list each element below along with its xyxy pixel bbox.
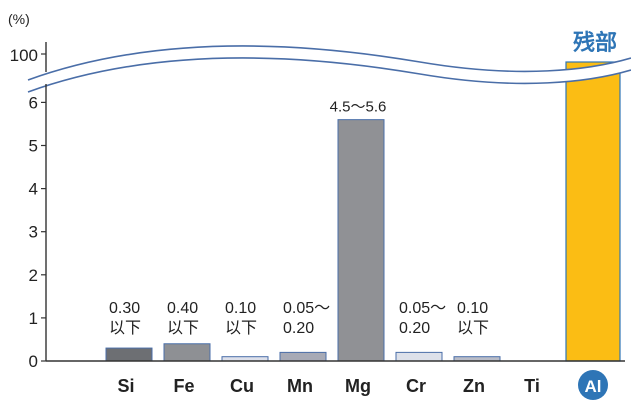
y-axis-ticks: 0 1 2 3 4 5 6 xyxy=(29,53,46,371)
value-label: 4.5～5.6 xyxy=(330,99,387,116)
value-label: 0.10 xyxy=(457,300,488,317)
x-tick-label: Fe xyxy=(173,376,194,396)
value-label: 以下 xyxy=(225,320,257,337)
y-tick-label: 3 xyxy=(29,223,38,242)
bar-mg xyxy=(337,119,385,362)
axis-break-line xyxy=(27,45,631,81)
y-tick-label: 6 xyxy=(29,93,38,112)
y-tick-label: 4 xyxy=(29,180,38,199)
y-tick-label: 5 xyxy=(29,137,38,156)
y-tick-label: 0 xyxy=(29,352,38,371)
x-tick-label: Ti xyxy=(524,376,540,396)
value-label: 0.20 xyxy=(283,320,314,337)
value-label: 0.10 xyxy=(225,300,256,317)
bar-fe xyxy=(163,343,211,362)
value-labels: 0.30 以下 0.40 以下 0.10 以下 0.05～ 0.20 4.5～5.6 0.05～ 0… xyxy=(109,30,617,337)
al-badge xyxy=(578,370,608,400)
x-tick-label: Mg xyxy=(345,376,371,396)
x-tick-label: Mn xyxy=(287,376,313,396)
bar-mn xyxy=(279,351,327,362)
value-label: 以下 xyxy=(109,320,141,337)
y-tick-label: 2 xyxy=(29,266,38,285)
unit-label: (%) xyxy=(8,11,30,27)
value-label: 以下 xyxy=(457,320,489,337)
value-label: 残部 xyxy=(573,30,617,55)
x-tick-label: Al xyxy=(585,377,602,396)
x-tick-label: Si xyxy=(117,376,134,396)
x-tick-label: Zn xyxy=(463,376,485,396)
bar-al xyxy=(565,61,621,362)
value-label: 0.20 xyxy=(399,320,430,337)
axis-break xyxy=(27,45,631,93)
axes xyxy=(45,42,625,362)
bar-si xyxy=(105,347,153,362)
value-label: 0.05～ xyxy=(399,300,446,317)
y-break-label: 100 xyxy=(10,46,38,65)
value-label: 0.30 xyxy=(109,300,140,317)
x-axis-labels: Si Fe Cu Mn Mg Cr Zn Ti Al xyxy=(117,370,608,400)
value-label: 0.40 xyxy=(167,300,198,317)
x-tick-label: Cu xyxy=(230,376,254,396)
axis-break-line xyxy=(27,57,631,93)
x-tick-label: Cr xyxy=(406,376,426,396)
value-label: 0.05～ xyxy=(283,300,330,317)
bar-cr xyxy=(395,351,443,362)
value-label: 以下 xyxy=(167,320,199,337)
bars xyxy=(105,61,621,362)
axis-break-band xyxy=(28,45,631,92)
y-tick-label: 1 xyxy=(29,309,38,328)
